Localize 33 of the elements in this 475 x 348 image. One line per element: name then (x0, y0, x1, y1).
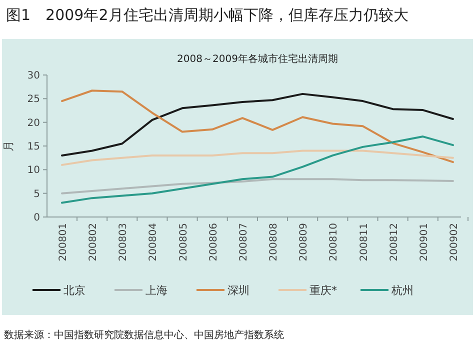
source-note: 数据来源：中国指数研究院数据信息中心、中国房地产指数系统 (4, 329, 284, 341)
y-tick-label: 30 (27, 70, 40, 82)
y-tick-label: 15 (27, 142, 40, 152)
x-tick-label: 200803 (118, 223, 130, 262)
y-axis-title: 月 (2, 140, 15, 152)
legend-label: 北京 (64, 284, 86, 297)
legend-label: 杭州 (390, 284, 414, 297)
line-series (61, 178, 454, 194)
x-tick-label: 200805 (178, 223, 190, 262)
legend-label: 重庆* (310, 284, 338, 297)
legend-label: 上海 (146, 284, 168, 297)
y-tick-label: 25 (27, 94, 40, 106)
x-tick-label: 200807 (238, 223, 250, 262)
x-tick-label: 200802 (88, 223, 100, 262)
x-tick-label: 200810 (328, 223, 340, 262)
y-tick-label: 10 (27, 165, 40, 176)
y-tick-label: 20 (27, 118, 40, 129)
x-tick-label: 200808 (268, 223, 280, 262)
x-tick-label: 200902 (449, 223, 460, 262)
x-tick-label: 200812 (388, 223, 400, 262)
line-series (61, 150, 454, 166)
x-tick-label: 200806 (208, 223, 220, 262)
y-tick-label: 5 (34, 188, 40, 200)
x-tick-label: 200804 (148, 223, 160, 262)
y-tick-label: 0 (34, 212, 40, 224)
x-tick-label: 200809 (298, 223, 310, 262)
chart-title: 2008～2009年各城市住宅出清周期 (177, 53, 338, 65)
x-tick-label: 200811 (358, 223, 370, 262)
chart-subtitle: 图1 2009年2月住宅出清周期小幅下降，但库存压力仍较大 (6, 6, 408, 24)
line-series (61, 136, 454, 204)
x-tick-label: 200901 (418, 223, 430, 262)
x-tick-label: 200801 (58, 223, 69, 262)
legend-label: 深圳 (228, 284, 250, 297)
